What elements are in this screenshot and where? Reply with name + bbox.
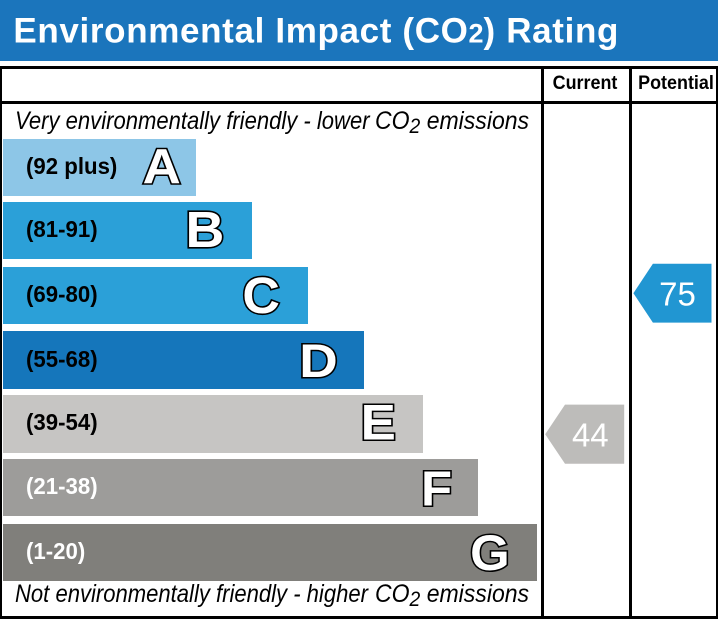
svg-text:C: C [242, 266, 279, 324]
svg-text:F: F [421, 461, 452, 516]
svg-text:E: E [361, 394, 396, 450]
svg-text:Environmental Impact (CO2) Rat: Environmental Impact (CO2) Rating [13, 12, 619, 51]
svg-text:75: 75 [659, 276, 696, 313]
svg-text:A: A [143, 138, 181, 193]
svg-text:G: G [470, 524, 510, 580]
svg-text:44: 44 [572, 417, 609, 454]
svg-text:D: D [299, 334, 337, 388]
svg-text:B: B [185, 202, 224, 258]
